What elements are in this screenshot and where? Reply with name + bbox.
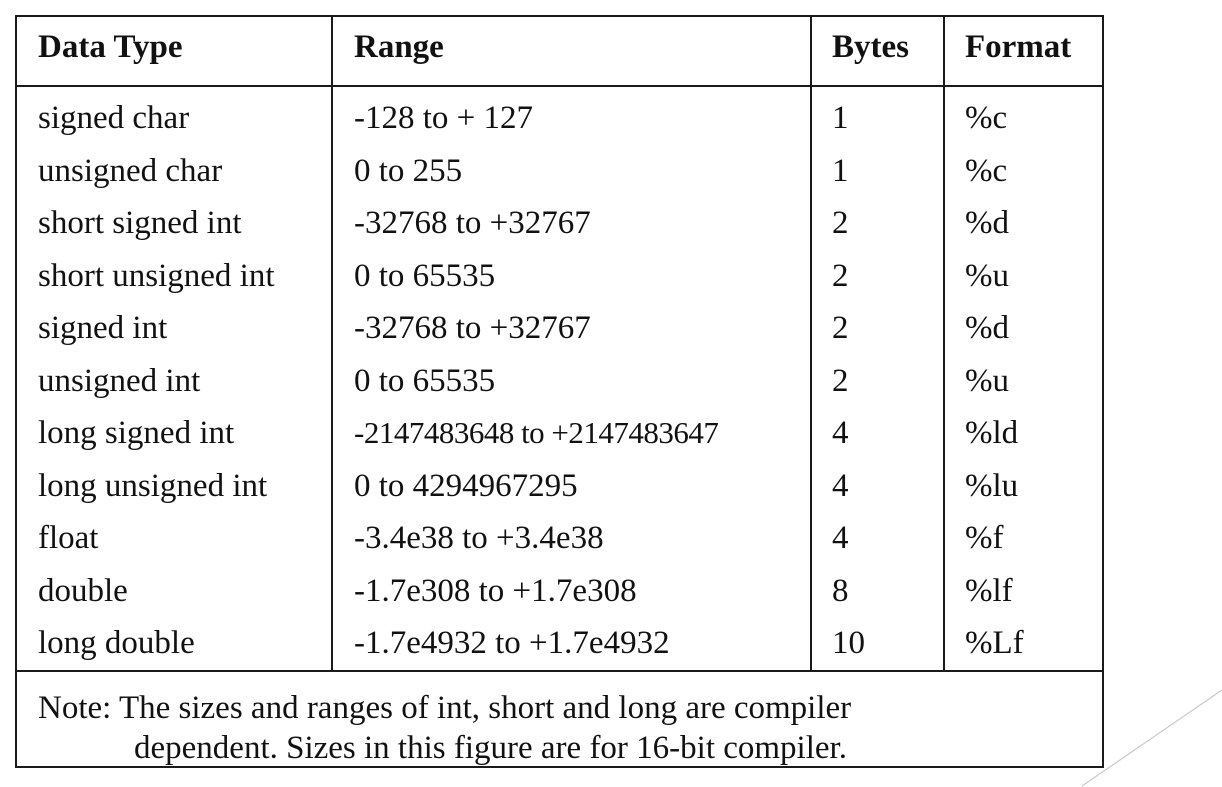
cell-data-type: long unsigned int (38, 467, 268, 504)
table-row: long signed int -2147483648 to +21474836… (17, 413, 1102, 466)
cell-format: %d (965, 310, 1009, 346)
cell-range: -32768 to +32767 (354, 310, 591, 346)
table-row: short unsigned int 0 to 65535 2 %u (17, 256, 1102, 309)
cell-format: %Lf (965, 625, 1024, 661)
cell-range: 0 to 65535 (354, 362, 496, 399)
cell-range: -3.4e38 to +3.4e38 (354, 520, 604, 556)
cell-format: %c (965, 152, 1008, 189)
table-header-row: Data Type Range Bytes Format (17, 17, 1102, 87)
cell-range: -128 to + 127 (354, 100, 534, 136)
table-row: double -1.7e308 to +1.7e308 8 %lf (17, 571, 1102, 624)
cell-data-type: short unsigned int (38, 257, 275, 294)
cell-data-type: signed char (38, 100, 190, 136)
cell-bytes: 2 (832, 310, 849, 346)
cell-range: 0 to 4294967295 (354, 467, 578, 504)
cell-bytes: 1 (832, 100, 849, 136)
cell-bytes: 1 (832, 152, 849, 189)
note-line-2: dependent. Sizes in this figure are for … (134, 730, 847, 766)
cell-range: -1.7e4932 to +1.7e4932 (354, 625, 670, 661)
header-data-type: Data Type (38, 29, 183, 65)
column-divider (331, 17, 333, 670)
cell-format: %lu (965, 467, 1019, 504)
cell-format: %lf (965, 572, 1013, 609)
cell-data-type: signed int (38, 310, 168, 346)
column-divider (943, 17, 945, 670)
cell-data-type: unsigned int (38, 362, 201, 399)
table-row: short signed int -32768 to +32767 2 %d (17, 203, 1102, 256)
cell-range: -1.7e308 to +1.7e308 (354, 572, 637, 609)
cell-data-type: short signed int (38, 205, 242, 241)
table-row: long double -1.7e4932 to +1.7e4932 10 %L… (17, 623, 1102, 676)
table-row: long unsigned int 0 to 4294967295 4 %lu (17, 466, 1102, 519)
cell-bytes: 4 (832, 520, 849, 556)
cell-bytes: 2 (832, 362, 849, 399)
cell-format: %u (965, 362, 1009, 399)
cell-range: 0 to 65535 (354, 257, 496, 294)
cell-bytes: 4 (832, 415, 849, 451)
cell-bytes: 8 (832, 572, 849, 609)
cell-range: -2147483648 to +2147483647 (354, 415, 719, 450)
cell-format: %d (965, 205, 1009, 241)
cell-format: %f (965, 520, 1004, 556)
column-divider (810, 17, 812, 670)
cell-data-type: long double (38, 625, 195, 661)
cell-bytes: 4 (832, 467, 849, 504)
cell-data-type: float (38, 520, 99, 556)
note-line-1: Note: The sizes and ranges of int, short… (38, 690, 852, 726)
cell-format: %c (965, 100, 1008, 136)
cell-range: -32768 to +32767 (354, 205, 591, 241)
table-row: float -3.4e38 to +3.4e38 4 %f (17, 518, 1102, 571)
cell-data-type: long signed int (38, 415, 235, 451)
header-range: Range (354, 29, 444, 65)
header-bytes: Bytes (832, 29, 909, 65)
cell-data-type: double (38, 572, 128, 609)
cell-bytes: 2 (832, 257, 849, 294)
cell-data-type: unsigned char (38, 152, 223, 189)
table-note: Note: The sizes and ranges of int, short… (17, 670, 1102, 770)
table-row: signed char -128 to + 127 1 %c (17, 98, 1102, 151)
cell-bytes: 2 (832, 205, 849, 241)
header-format: Format (965, 29, 1072, 65)
table-row: unsigned int 0 to 65535 2 %u (17, 361, 1102, 414)
table-body: signed char -128 to + 127 1 %c unsigned … (17, 98, 1102, 676)
table-row: unsigned char 0 to 255 1 %c (17, 151, 1102, 204)
data-types-table: Data Type Range Bytes Format signed char… (15, 15, 1104, 768)
table-row: signed int -32768 to +32767 2 %d (17, 308, 1102, 361)
cell-bytes: 10 (832, 625, 865, 661)
cell-format: %ld (965, 415, 1019, 451)
diagonal-stroke (1081, 689, 1222, 787)
cell-format: %u (965, 257, 1009, 294)
cell-range: 0 to 255 (354, 152, 463, 189)
